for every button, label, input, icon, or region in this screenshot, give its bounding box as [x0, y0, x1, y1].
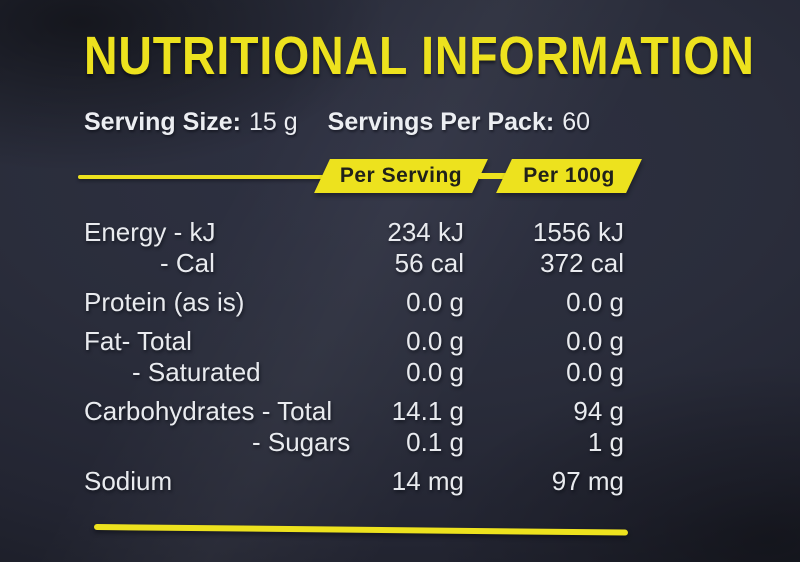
row-value-per-serving: 0.0 g — [406, 287, 464, 317]
row-value-per-serving: 56 cal — [394, 248, 464, 278]
row-label: Carbohydrates - Total — [84, 396, 333, 426]
row-label: - Saturated — [132, 357, 261, 387]
column-header-per-serving-label: Per Serving — [339, 164, 463, 187]
table-row-fat-total: Fat- Total 0.0 g 0.0 g — [84, 326, 624, 357]
table-row-carbohydrates-sugars: - Sugars 0.1 g 1 g — [84, 427, 624, 458]
row-value-per-serving: 0.0 g — [406, 357, 464, 387]
row-value-per-100g: 97 mg — [551, 466, 624, 496]
column-header-per-100g: Per 100g — [496, 159, 642, 193]
column-header-per-serving: Per Serving — [314, 159, 488, 193]
table-row-sodium: Sodium 14 mg 97 mg — [84, 466, 624, 497]
header-connector-line — [479, 173, 507, 179]
bottom-divider-line — [93, 524, 629, 536]
serving-info: Serving Size: 15 g Servings Per Pack: 60 — [84, 107, 590, 137]
row-label: - Cal — [160, 248, 215, 278]
row-value-per-100g: 0.0 g — [566, 287, 624, 317]
row-value-per-100g: 1556 kJ — [532, 217, 624, 247]
page-title: NUTRITIONAL INFORMATION — [84, 26, 755, 86]
serving-size-value: 15 g — [249, 108, 298, 136]
header-divider-line — [78, 175, 330, 179]
row-value-per-100g: 0.0 g — [566, 357, 624, 387]
serving-size-label: Serving Size: — [84, 108, 241, 136]
servings-per-pack-label: Servings Per Pack: — [327, 108, 555, 136]
row-value-per-serving: 0.0 g — [406, 326, 464, 356]
row-value-per-serving: 0.1 g — [406, 427, 464, 457]
row-value-per-100g: 372 cal — [540, 248, 624, 278]
row-value-per-100g: 94 g — [573, 396, 624, 426]
row-value-per-100g: 1 g — [587, 427, 624, 457]
row-label: Fat- Total — [84, 326, 192, 356]
nutrition-table: Energy - kJ 234 kJ 1556 kJ - Cal 56 cal … — [84, 217, 624, 497]
row-value-per-100g: 0.0 g — [566, 326, 624, 356]
column-header-per-100g-label: Per 100g — [523, 164, 615, 187]
table-row-protein: Protein (as is) 0.0 g 0.0 g — [84, 287, 624, 318]
servings-per-pack-value: 60 — [562, 108, 590, 136]
table-row-carbohydrates-total: Carbohydrates - Total 14.1 g 94 g — [84, 396, 624, 427]
row-value-per-serving: 234 kJ — [387, 217, 464, 247]
table-row-energy-kj: Energy - kJ 234 kJ 1556 kJ — [84, 217, 624, 248]
row-label: Sodium — [84, 466, 173, 496]
row-label: - Sugars — [252, 427, 351, 457]
table-row-energy-cal: - Cal 56 cal 372 cal — [84, 248, 624, 279]
row-value-per-serving: 14.1 g — [391, 396, 464, 426]
row-label: Energy - kJ — [84, 217, 216, 247]
row-value-per-serving: 14 mg — [391, 466, 464, 496]
table-row-fat-saturated: - Saturated 0.0 g 0.0 g — [84, 357, 624, 388]
row-label: Protein (as is) — [84, 287, 245, 317]
